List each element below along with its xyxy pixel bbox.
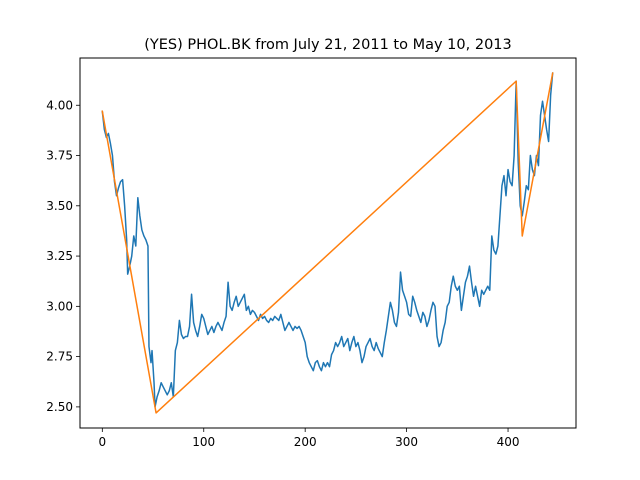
y-tick-label: 4.00 (46, 98, 73, 112)
chart-title: (YES) PHOL.BK from July 21, 2011 to May … (144, 37, 512, 53)
plot-frame (79, 57, 577, 429)
y-tick-label: 2.50 (46, 400, 73, 414)
y-tick-label: 3.00 (46, 299, 73, 313)
y-axis: 2.50 2.75 3.00 3.25 3.50 3.75 4.00 (46, 98, 80, 414)
x-tick-label: 100 (192, 435, 215, 449)
x-tick-label: 300 (395, 435, 418, 449)
y-tick-label: 3.75 (46, 149, 73, 163)
series-line-price (101, 72, 554, 408)
y-tick-label: 2.75 (46, 350, 73, 364)
y-tick-label: 3.50 (46, 199, 73, 213)
series-line-trend (101, 72, 554, 414)
series-layer (101, 72, 554, 414)
x-tick-label: 400 (497, 435, 520, 449)
x-tick-label: 200 (294, 435, 317, 449)
x-tick-label: 0 (98, 435, 106, 449)
x-axis: 0 100 200 300 400 (98, 428, 519, 449)
y-tick-label: 3.25 (46, 249, 73, 263)
